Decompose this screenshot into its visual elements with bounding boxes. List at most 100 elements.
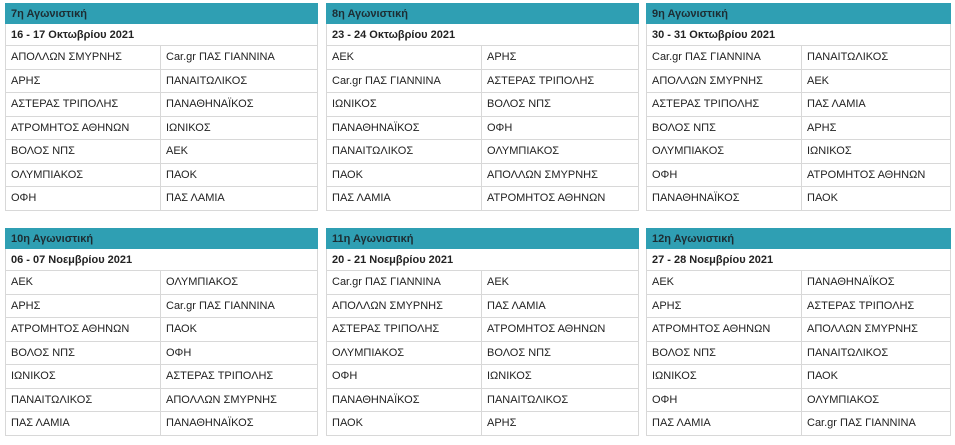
round-title: 7η Αγωνιστική [5,3,318,24]
away-team: Car.gr ΠΑΣ ΓΙΑΝΝΙΝΑ [166,299,275,312]
round-table: 8η Αγωνιστική 23 - 24 Οκτωβρίου 2021 ΑΕΚ ΑΡ… [326,3,639,211]
away-team: ΠΑΣ ΛΑΜΙΑ [487,299,546,312]
round-table: 11η Αγωνιστική 20 - 21 Νοεμβρίου 2021 Car.… [326,228,639,436]
match-row: Car.gr ΠΑΣ ΓΙΑΝΝΙΝΑ ΑΣΤΕΡΑΣ ΤΡΙΠΟΛΗΣ [326,69,639,93]
match-row: ΟΛΥΜΠΙΑΚΟΣ ΙΩΝΙΚΟΣ [646,140,951,164]
match-row: ΟΦΗ ΙΩΝΙΚΟΣ [326,365,639,389]
away-team: ΠΑΝΑΘΗΝΑΪΚΟΣ [166,98,254,110]
round-title: 8η Αγωνιστική [326,3,639,24]
home-team: ΑΡΗΣ [6,69,161,92]
away-team: ΑΣΤΕΡΑΣ ΤΡΙΠΟΛΗΣ [487,74,595,87]
round-dates: 30 - 31 Οκτωβρίου 2021 [646,24,951,46]
home-team: ΑΤΡΟΜΗΤΟΣ ΑΘΗΝΩΝ [6,318,161,341]
match-row: ΑΡΗΣ ΑΣΤΕΡΑΣ ΤΡΙΠΟΛΗΣ [646,294,951,318]
away-team: ΑΤΡΟΜΗΤΟΣ ΑΘΗΝΩΝ [487,192,606,204]
match-row: ΠΑΣ ΛΑΜΙΑ ΠΑΝΑΘΗΝΑΪΚΟΣ [5,412,318,436]
home-team: ΙΩΝΙΚΟΣ [6,365,161,388]
home-team: ΠΑΣ ΛΑΜΙΑ [327,187,482,210]
home-team: ΙΩΝΙΚΟΣ [647,365,802,388]
home-team: ΙΩΝΙΚΟΣ [327,93,482,116]
home-team: ΑΠΟΛΛΩΝ ΣΜΥΡΝΗΣ [647,69,802,92]
match-row: ΟΛΥΜΠΙΑΚΟΣ ΠΑΟΚ [5,163,318,187]
away-team: ΠΑΝΑΘΗΝΑΪΚΟΣ [807,276,895,288]
away-team: ΟΛΥΜΠΙΑΚΟΣ [487,145,560,157]
home-team: ΠΑΣ ΛΑΜΙΑ [6,412,161,435]
round-table: 9η Αγωνιστική 30 - 31 Οκτωβρίου 2021 Car.g… [646,3,951,211]
round-table: 10η Αγωνιστική 06 - 07 Νοεμβρίου 2021 ΑΕΚ Ο… [5,228,318,436]
round-dates: 23 - 24 Οκτωβρίου 2021 [326,24,639,46]
away-team: Car.gr ΠΑΣ ΓΙΑΝΝΙΝΑ [807,417,916,429]
match-row: ΑΠΟΛΛΩΝ ΣΜΥΡΝΗΣ ΑΕΚ [646,69,951,93]
match-row: ΑΣΤΕΡΑΣ ΤΡΙΠΟΛΗΣ ΠΑΣ ΛΑΜΙΑ [646,93,951,117]
round-dates: 20 - 21 Νοεμβρίου 2021 [326,249,639,271]
match-row: ΠΑΣ ΛΑΜΙΑ Car.gr ΠΑΣ ΓΙΑΝΝΙΝΑ [646,412,951,436]
match-row: ΑΕΚ ΑΡΗΣ [326,46,639,70]
home-team: ΟΛΥΜΠΙΑΚΟΣ [647,140,802,163]
match-row: ΑΠΟΛΛΩΝ ΣΜΥΡΝΗΣ ΠΑΣ ΛΑΜΙΑ [326,294,639,318]
round-title: 9η Αγωνιστική [646,3,951,24]
round-dates: 27 - 28 Νοεμβρίου 2021 [646,249,951,271]
home-team: ΑΠΟΛΛΩΝ ΣΜΥΡΝΗΣ [327,294,482,317]
away-team: ΠΑΝΑΘΗΝΑΪΚΟΣ [166,417,254,429]
home-team: ΑΕΚ [6,271,161,294]
away-team: ΑΤΡΟΜΗΤΟΣ ΑΘΗΝΩΝ [807,168,926,181]
match-row: ΙΩΝΙΚΟΣ ΒΟΛΟΣ ΝΠΣ [326,93,639,117]
match-row: ΑΠΟΛΛΩΝ ΣΜΥΡΝΗΣ Car.gr ΠΑΣ ΓΙΑΝΝΙΝΑ [5,46,318,70]
away-team: ΟΛΥΜΠΙΑΚΟΣ [166,276,239,288]
match-row: ΑΡΗΣ ΠΑΝΑΙΤΩΛΙΚΟΣ [5,69,318,93]
home-team: ΑΡΗΣ [647,294,802,317]
home-team: ΟΦΗ [6,187,161,210]
home-team: ΟΦΗ [327,365,482,388]
home-team: ΑΠΟΛΛΩΝ ΣΜΥΡΝΗΣ [6,46,161,69]
home-team: ΑΣΤΕΡΑΣ ΤΡΙΠΟΛΗΣ [647,93,802,116]
away-team: ΒΟΛΟΣ ΝΠΣ [487,346,551,359]
round-title: 12η Αγωνιστική [646,228,951,249]
away-team: ΑΡΗΣ [487,51,517,63]
match-row: ΙΩΝΙΚΟΣ ΑΣΤΕΡΑΣ ΤΡΙΠΟΛΗΣ [5,365,318,389]
away-team: ΑΠΟΛΛΩΝ ΣΜΥΡΝΗΣ [166,393,277,406]
match-row: ΑΤΡΟΜΗΤΟΣ ΑΘΗΝΩΝ ΙΩΝΙΚΟΣ [5,116,318,140]
home-team: ΑΕΚ [327,46,482,69]
away-team: ΠΑΟΚ [807,192,838,204]
home-team: ΑΣΤΕΡΑΣ ΤΡΙΠΟΛΗΣ [327,318,482,341]
away-team: ΑΕΚ [166,145,189,157]
match-row: ΑΣΤΕΡΑΣ ΤΡΙΠΟΛΗΣ ΠΑΝΑΘΗΝΑΪΚΟΣ [5,93,318,117]
home-team: ΑΤΡΟΜΗΤΟΣ ΑΘΗΝΩΝ [6,116,161,139]
match-row: ΠΑΝΑΘΗΝΑΪΚΟΣ ΠΑΝΑΙΤΩΛΙΚΟΣ [326,388,639,412]
away-team: ΑΠΟΛΛΩΝ ΣΜΥΡΝΗΣ [487,168,598,181]
round-table: 7η Αγωνιστική 16 - 17 Οκτωβρίου 2021 ΑΠΟΛΛ… [5,3,318,211]
home-team: ΟΦΗ [647,163,802,186]
away-team: ΠΑΟΚ [166,168,197,181]
home-team: ΠΑΟΚ [327,163,482,186]
match-row: ΑΡΗΣ Car.gr ΠΑΣ ΓΙΑΝΝΙΝΑ [5,294,318,318]
away-team: ΑΕΚ [807,74,830,87]
home-team: ΒΟΛΟΣ ΝΠΣ [647,341,802,364]
home-team: Car.gr ΠΑΣ ΓΙΑΝΝΙΝΑ [327,271,482,294]
away-team: ΑΣΤΕΡΑΣ ΤΡΙΠΟΛΗΣ [166,370,274,382]
match-row: ΑΤΡΟΜΗΤΟΣ ΑΘΗΝΩΝ ΑΠΟΛΛΩΝ ΣΜΥΡΝΗΣ [646,318,951,342]
home-team: Car.gr ΠΑΣ ΓΙΑΝΝΙΝΑ [327,69,482,92]
match-row: ΠΑΟΚ ΑΡΗΣ [326,412,639,436]
home-team: ΟΛΥΜΠΙΑΚΟΣ [327,341,482,364]
match-row: ΠΑΟΚ ΑΠΟΛΛΩΝ ΣΜΥΡΝΗΣ [326,163,639,187]
away-team: ΑΡΗΣ [807,121,837,134]
match-row: Car.gr ΠΑΣ ΓΙΑΝΝΙΝΑ ΑΕΚ [326,271,639,295]
home-team: ΒΟΛΟΣ ΝΠΣ [647,116,802,139]
home-team: ΠΑΣ ΛΑΜΙΑ [647,412,802,435]
away-team: ΠΑΟΚ [166,323,197,335]
away-team: ΙΩΝΙΚΟΣ [487,370,532,382]
away-team: ΠΑΝΑΙΤΩΛΙΚΟΣ [166,74,248,87]
away-team: ΑΠΟΛΛΩΝ ΣΜΥΡΝΗΣ [807,323,918,335]
home-team: Car.gr ΠΑΣ ΓΙΑΝΝΙΝΑ [647,46,802,69]
match-row: ΒΟΛΟΣ ΝΠΣ ΠΑΝΑΙΤΩΛΙΚΟΣ [646,341,951,365]
match-row: ΒΟΛΟΣ ΝΠΣ ΑΕΚ [5,140,318,164]
home-team: ΑΣΤΕΡΑΣ ΤΡΙΠΟΛΗΣ [6,93,161,116]
match-row: ΟΦΗ ΟΛΥΜΠΙΑΚΟΣ [646,388,951,412]
away-team: ΟΛΥΜΠΙΑΚΟΣ [807,393,880,406]
away-team: ΠΑΝΑΙΤΩΛΙΚΟΣ [807,51,889,63]
round-dates: 06 - 07 Νοεμβρίου 2021 [5,249,318,271]
away-team: ΠΑΝΑΙΤΩΛΙΚΟΣ [487,393,569,406]
match-row: ΠΑΣ ΛΑΜΙΑ ΑΤΡΟΜΗΤΟΣ ΑΘΗΝΩΝ [326,187,639,211]
